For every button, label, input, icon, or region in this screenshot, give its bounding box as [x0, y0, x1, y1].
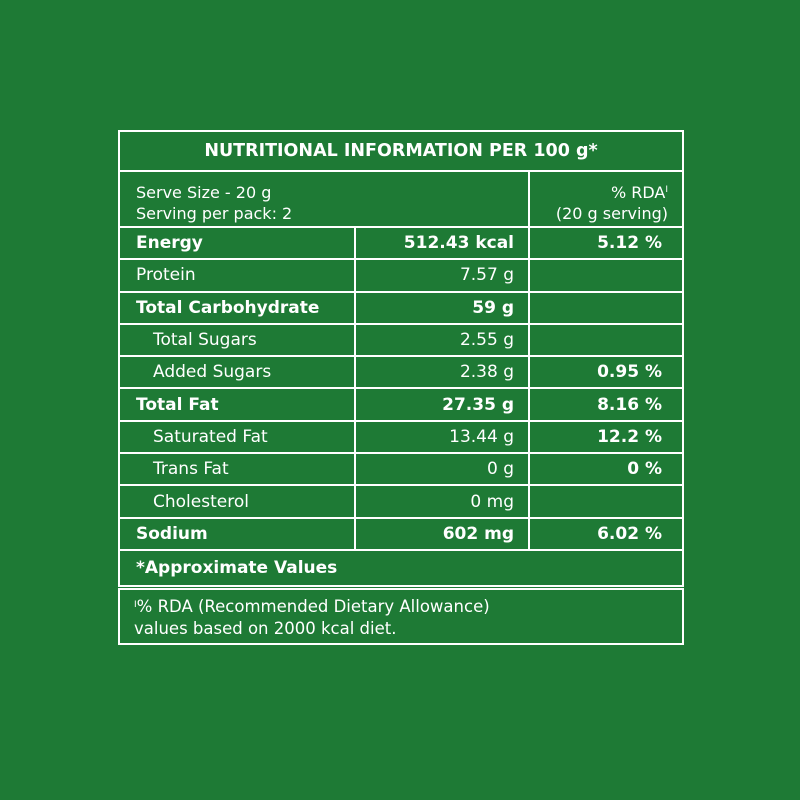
rda-label: % RDA — [610, 183, 666, 202]
table-row-saturated-fat: Saturated Fat 13.44 g 12.2 % — [120, 421, 682, 455]
approximate-values-note: *Approximate Values — [136, 557, 338, 578]
table-row-protein: Protein 7.57 g — [120, 260, 682, 293]
rda-footnote: I% RDA (Recommended Dietary Allowance) v… — [118, 588, 684, 645]
table-row-energy: Energy 512.43 kcal 5.12 % — [120, 228, 682, 261]
table-row-added-sugars: Added Sugars 2.38 g 0.95 % — [120, 357, 682, 390]
nutrient-amount: 2.55 g — [356, 324, 530, 356]
nutrient-amount: 2.38 g — [356, 357, 530, 388]
serving-header-row: Serve Size - 20 g Serving per pack: 2 % … — [120, 172, 682, 228]
nutrient-name: Saturated Fat — [120, 421, 356, 453]
servings-per-pack: Serving per pack: 2 — [136, 204, 293, 223]
serve-size: Serve Size - 20 g — [136, 183, 272, 202]
nutrient-name: Trans Fat — [120, 454, 356, 485]
nutrient-rda: 0.95 % — [597, 362, 662, 383]
nutrient-rda — [530, 486, 682, 516]
footnote-line-1: % RDA (Recommended Dietary Allowance) — [136, 597, 490, 616]
nutrient-amount: 602 mg — [356, 518, 530, 549]
table-row-trans-fat: Trans Fat 0 g 0 % — [120, 454, 682, 487]
table-row-cholesterol: Cholesterol 0 mg — [120, 486, 682, 519]
nutrient-rda — [530, 293, 682, 323]
nutrient-amount: 7.57 g — [356, 260, 530, 291]
table-row-total-sugars: Total Sugars 2.55 g — [120, 324, 682, 358]
nutrient-name: Cholesterol — [120, 486, 356, 517]
table-row-total-fat: Total Fat 27.35 g 8.16 % — [120, 389, 682, 422]
nutrient-rda — [530, 260, 682, 290]
nutrient-rda: 0 % — [627, 459, 662, 480]
nutrient-amount: 0 g — [356, 454, 530, 485]
footnote-line-2: values based on 2000 kcal diet. — [134, 619, 397, 638]
nutrient-name: Total Fat — [120, 389, 356, 420]
nutrient-name: Protein — [120, 260, 356, 291]
nutrient-amount: 512.43 kcal — [356, 228, 530, 259]
nutrient-rda: 8.16 % — [597, 394, 662, 415]
nutrient-amount: 27.35 g — [356, 389, 530, 420]
rda-header: % RDAI (20 g serving) — [530, 172, 682, 226]
rda-mark: I — [665, 185, 668, 195]
nutrient-name: Energy — [120, 228, 356, 259]
nutrient-amount: 59 g — [356, 292, 530, 323]
nutrient-name: Sodium — [120, 518, 356, 549]
serving-info: Serve Size - 20 g Serving per pack: 2 — [120, 172, 530, 226]
table-row-sodium: Sodium 602 mg 6.02 % — [120, 518, 682, 551]
footnote-mark: I — [134, 600, 137, 610]
nutrition-table: NUTRITIONAL INFORMATION PER 100 g* Serve… — [118, 130, 684, 587]
table-title: NUTRITIONAL INFORMATION PER 100 g* — [120, 132, 682, 172]
nutrient-rda: 6.02 % — [597, 523, 662, 544]
table-row-total-carbohydrate: Total Carbohydrate 59 g — [120, 292, 682, 325]
nutrient-name: Total Carbohydrate — [120, 292, 356, 323]
nutrient-amount: 13.44 g — [356, 421, 530, 453]
nutrient-name: Added Sugars — [120, 357, 356, 388]
nutrient-rda: 12.2 % — [597, 426, 662, 447]
rda-basis: (20 g serving) — [555, 204, 668, 223]
nutrient-name: Total Sugars — [120, 324, 356, 356]
nutrient-amount: 0 mg — [356, 486, 530, 517]
nutrient-rda: 5.12 % — [597, 233, 662, 254]
nutrient-rda — [530, 325, 682, 355]
